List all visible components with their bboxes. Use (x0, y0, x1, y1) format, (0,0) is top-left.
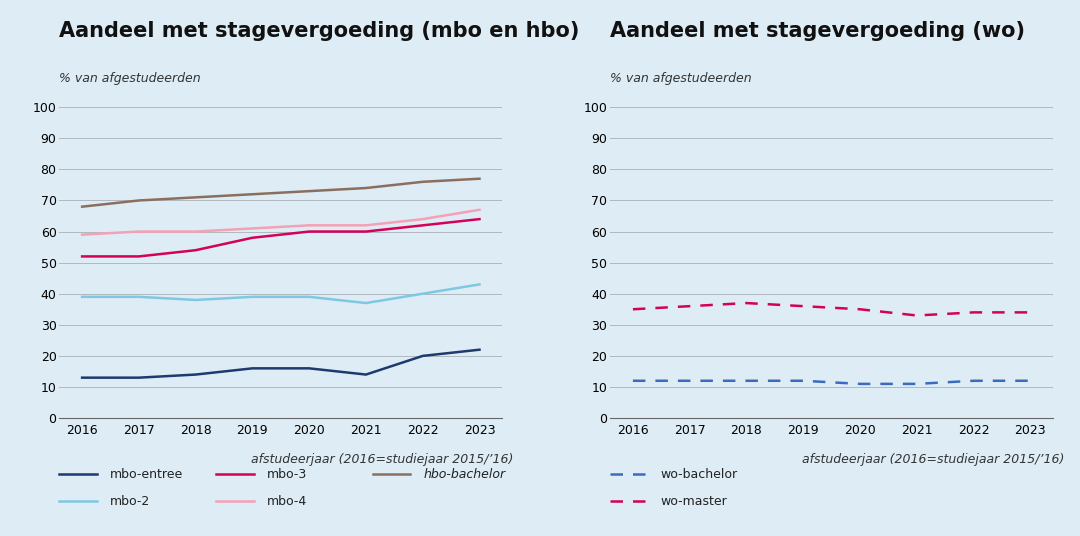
Text: mbo-3: mbo-3 (267, 468, 307, 481)
Text: mbo-entree: mbo-entree (110, 468, 184, 481)
Text: % van afgestudeerden: % van afgestudeerden (610, 72, 752, 85)
Text: wo-master: wo-master (661, 495, 728, 508)
Text: Aandeel met stagevergoeding (mbo en hbo): Aandeel met stagevergoeding (mbo en hbo) (59, 21, 580, 41)
Text: Aandeel met stagevergoeding (wo): Aandeel met stagevergoeding (wo) (610, 21, 1025, 41)
Text: wo-bachelor: wo-bachelor (661, 468, 738, 481)
Text: mbo-2: mbo-2 (110, 495, 150, 508)
Text: hbo-bachelor: hbo-bachelor (423, 468, 505, 481)
Text: % van afgestudeerden: % van afgestudeerden (59, 72, 201, 85)
Text: afstudeerjaar (2016=studiejaar 2015/’16): afstudeerjaar (2016=studiejaar 2015/’16) (802, 453, 1065, 466)
Text: afstudeerjaar (2016=studiejaar 2015/’16): afstudeerjaar (2016=studiejaar 2015/’16) (252, 453, 514, 466)
Text: mbo-4: mbo-4 (267, 495, 307, 508)
